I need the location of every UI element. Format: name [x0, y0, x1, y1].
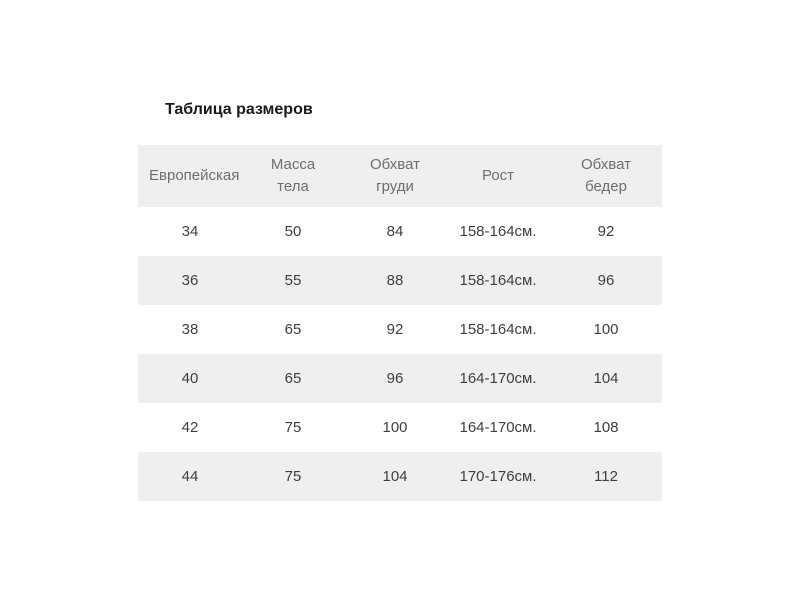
cell-hip-girth: 108	[593, 419, 619, 436]
page-title: Таблица размеров	[165, 101, 313, 118]
cell-chest-girth: 104	[344, 452, 446, 501]
cell-european-size: 44	[138, 452, 242, 501]
cell-body-mass: 50	[284, 223, 302, 240]
cell-body-mass: 55	[242, 256, 344, 305]
size-table: Европейская Масса тела Обхват груди Рост…	[138, 145, 662, 501]
table-row: 42 75 100 164-170см. 108	[138, 403, 662, 452]
column-header-chest-girth: Обхват груди	[344, 145, 446, 207]
cell-chest-girth: 84	[386, 223, 404, 240]
table-header-row: Европейская Масса тела Обхват груди Рост…	[138, 145, 662, 207]
table-row: 44 75 104 170-176см. 112	[138, 452, 662, 501]
cell-european-size: 42	[181, 419, 199, 436]
cell-hip-girth: 92	[597, 223, 615, 240]
cell-body-mass: 65	[284, 321, 302, 338]
cell-hip-girth: 100	[593, 321, 619, 338]
table-row: 36 55 88 158-164см. 96	[138, 256, 662, 305]
cell-height: 170-176см.	[446, 452, 550, 501]
cell-hip-girth: 96	[550, 256, 662, 305]
cell-body-mass: 65	[242, 354, 344, 403]
column-header-hip-girth: Обхват бедер	[550, 145, 662, 207]
table-row: 40 65 96 164-170см. 104	[138, 354, 662, 403]
cell-body-mass: 75	[284, 419, 302, 436]
cell-height: 164-170см.	[459, 419, 537, 436]
cell-height: 158-164см.	[459, 321, 537, 338]
table-row: 34 50 84 158-164см. 92	[138, 207, 662, 256]
cell-european-size: 38	[181, 321, 199, 338]
table-row: 38 65 92 158-164см. 100	[138, 305, 662, 354]
cell-height: 164-170см.	[446, 354, 550, 403]
cell-height: 158-164см.	[459, 223, 537, 240]
cell-chest-girth: 88	[344, 256, 446, 305]
cell-height: 158-164см.	[446, 256, 550, 305]
cell-european-size: 36	[138, 256, 242, 305]
cell-chest-girth: 100	[382, 419, 408, 436]
cell-chest-girth: 92	[386, 321, 404, 338]
cell-body-mass: 75	[242, 452, 344, 501]
cell-hip-girth: 104	[550, 354, 662, 403]
column-header-european-size: Европейская	[138, 145, 242, 207]
column-header-height: Рост	[446, 145, 550, 207]
cell-european-size: 34	[181, 223, 199, 240]
cell-chest-girth: 96	[344, 354, 446, 403]
cell-hip-girth: 112	[550, 452, 662, 501]
cell-european-size: 40	[138, 354, 242, 403]
column-header-body-mass: Масса тела	[242, 145, 344, 207]
